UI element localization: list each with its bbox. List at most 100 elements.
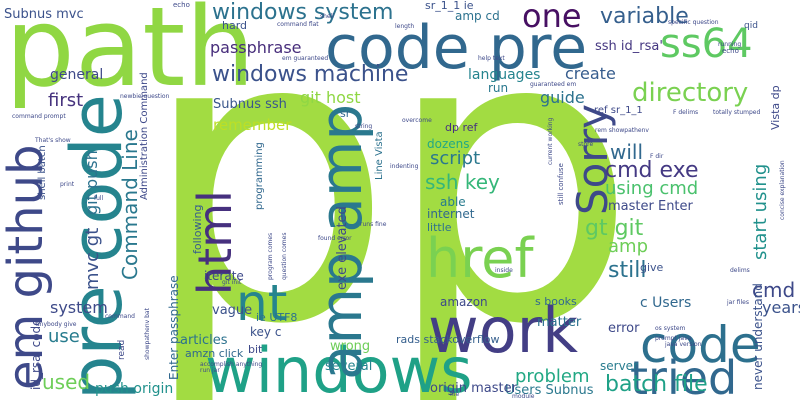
word-windows: windows [205,334,473,400]
word-one: one [522,0,582,35]
word-git-init: git init [222,279,242,286]
word-echo-2: echo [722,47,739,55]
word-remember: remember [213,116,292,134]
word-em-guaranteed: em guaranteed [282,55,329,62]
word-indenting: indenting [390,163,419,170]
word-matter: matter [537,315,582,330]
word-showpathenv-bat: showpathenv bat [144,308,151,360]
word-using-cmd: using cmd [605,178,699,199]
word-href: href [426,227,534,290]
word-overcome: overcome [402,117,432,124]
word-inside: inside [495,267,513,274]
word-iterate: iterate [204,269,244,283]
word-newbie-question: newbie question [120,93,170,100]
word-cmd-exe: cmd exe [605,158,699,183]
word-used: used [42,370,91,394]
word-sr: sr [340,107,351,120]
word-concise-explanation: concise explanation [779,160,786,220]
word-first: first [48,90,84,111]
word-dp-ref: dp ref [445,121,478,134]
word-path: path [5,0,256,111]
word-cmd: cmd [752,278,796,302]
word-f-dir: F dir [650,153,664,160]
word-languages: languages [468,67,541,83]
word-mvc-gt: mvc gt [82,227,103,290]
word-dozens: dozens [427,137,470,151]
word-help-text: help text [478,55,505,62]
word-jar-files: jar files [727,299,749,306]
word-running: running [718,41,742,48]
word-amzn-click: amzn click [185,347,244,360]
word-vista-dp: Vista dp [769,85,782,130]
word-give: give [640,261,664,274]
word-users-subnus: Users Subnus [505,383,594,398]
word-length: length [395,23,415,30]
word-error: error [608,321,640,336]
word-programming: programming [254,142,265,210]
word-git-push: git push [82,150,101,215]
word-guide: guide [540,88,585,107]
word-use: use [48,326,80,347]
word-amp: amp [608,236,648,257]
word-several: several [325,359,373,374]
word-command: command [105,313,135,320]
word-tried: tried [630,351,738,400]
word-command-prompt: command prompt [12,113,66,120]
word-wrong: wrong [330,339,371,354]
word-c-users: c Users [640,295,692,311]
word-ssh-key: ssh key [425,170,500,194]
word-sr-1-1-ie: sr_1_1 ie [425,0,474,12]
word-print: print [60,181,75,188]
word-read: read [117,339,127,360]
word-gt-git: gt git [585,216,644,241]
word-directory: directory [632,78,749,108]
word-shell-batch: shell batch [37,145,48,200]
word-code: code [640,316,761,374]
word-pp: pp [140,0,638,400]
word-able: able [440,195,466,209]
word-hard: hard [222,19,248,32]
word-windows-system: windows system [212,0,394,25]
word-rem-showpathenv: rem showpathenv [595,127,649,134]
word-id-rsa-code: id_rsa' code [29,318,43,390]
word-general: general [50,67,104,83]
word-bit: bit [248,343,263,356]
word-file: file [450,391,460,398]
word-following: following [191,204,204,254]
word-still: still [608,258,647,283]
word-run: run [488,81,509,95]
word-java-version: java version [665,341,702,348]
word-problem: problem [515,366,590,387]
word-subnus-mvc: Subnus mvc [4,7,84,22]
word-little: little [427,221,452,234]
word-git-host: git host [300,88,361,107]
word-ssh-id-rsa: ssh id_rsa' [595,39,663,54]
word-delims: delims [730,267,750,274]
word-s-books: s books [535,295,577,308]
word-years: years [762,298,800,317]
word-windows-machine: windows machine [212,62,409,87]
word-totally-stumped: totally stumped [713,109,761,116]
word-string: string [355,123,373,130]
word-accomplish-anything: accomplish anything [200,361,263,368]
word-amazon: amazon [440,295,488,309]
word-will: will [610,140,644,164]
word-thats-show: That's show [35,137,71,144]
word-vague: vague [212,303,253,318]
word-run-jar: run jar [200,367,220,374]
word-server: server [600,359,638,373]
word-command-line: Command Line [118,129,142,280]
word-runs-fine: runs fine [360,221,387,228]
word-ref-sr: ref sr_1_1 [594,105,643,116]
word-code-pre: code pre [325,13,588,83]
word-specific-question: specific question [668,19,719,26]
word-store: store [578,141,594,148]
word-amp-cd: amp cd [455,9,500,23]
word-system: system [50,298,108,317]
word-command-flat: command flat [277,21,319,28]
word-echo-1: echo [173,1,190,9]
word-enter-passphrase: Enter passphrase [167,275,181,380]
word-never-understand: never understand [751,283,765,390]
word-os-system: os system [655,325,686,332]
